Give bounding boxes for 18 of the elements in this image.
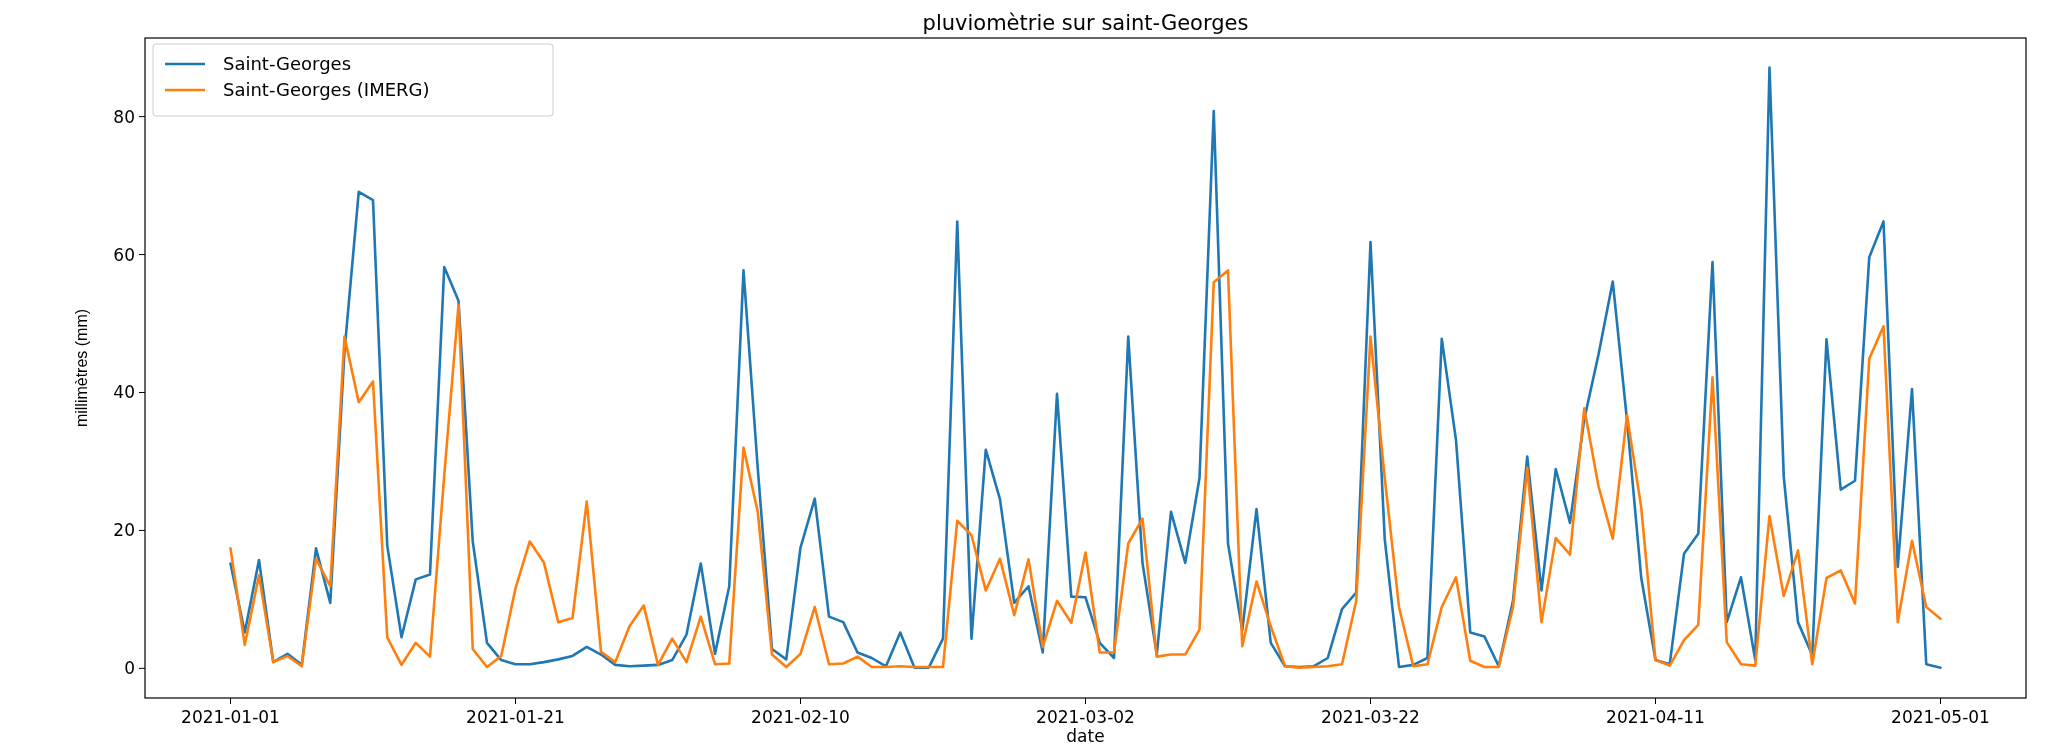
y-axis-title: millimètres (mm) [73, 308, 90, 428]
chart-title: pluviomètrie sur saint-Georges [922, 11, 1249, 35]
legend-label: Saint-Georges (IMERG) [223, 79, 430, 101]
x-tick-label: 2021-05-01 [1891, 707, 1990, 727]
y-tick-label: 20 [113, 520, 135, 541]
legend-label: Saint-Georges [223, 53, 352, 75]
x-tick-label: 2021-01-21 [466, 707, 565, 727]
y-tick-label: 80 [113, 106, 135, 127]
x-axis-title: date [1066, 726, 1105, 746]
y-tick-label: 60 [113, 244, 135, 265]
line-series [229, 269, 1942, 669]
x-tick-label: 2021-01-01 [181, 707, 280, 727]
x-tick-label: 2021-03-02 [1036, 707, 1135, 727]
x-tick-label: 2021-02-10 [751, 707, 850, 727]
y-tick-label: 40 [113, 382, 135, 403]
x-tick-label: 2021-03-22 [1321, 707, 1420, 727]
x-tick-label: 2021-04-11 [1606, 707, 1705, 727]
y-tick-label: 0 [124, 658, 135, 679]
